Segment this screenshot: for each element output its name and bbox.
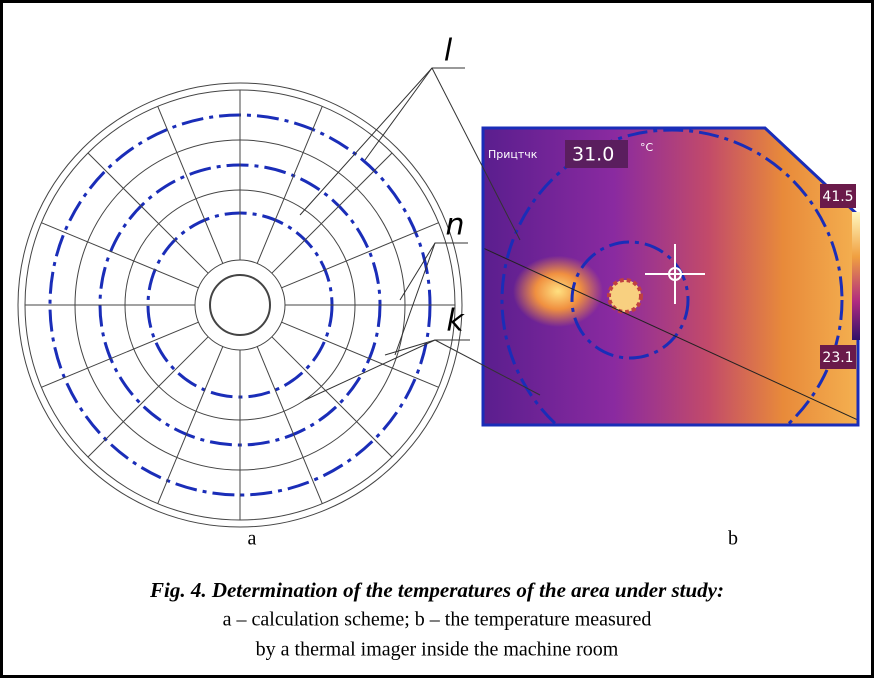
caption-title: Fig. 4. Determination of the temperature… (149, 578, 724, 602)
circle-small (570, 240, 690, 360)
radial-line (281, 321, 439, 388)
calculation-scheme (17, 82, 463, 528)
radial-line (256, 106, 323, 264)
hub (194, 259, 286, 351)
radial-line (41, 321, 199, 388)
label-k: k (446, 304, 465, 339)
caption-line: by a thermal imager inside the machine r… (256, 639, 619, 661)
hub-image (607, 278, 643, 314)
subfigure-a: a (248, 528, 257, 550)
crosshair (645, 244, 705, 304)
hub (209, 274, 271, 336)
min-temp: 23.1 (822, 350, 853, 366)
radial-line (271, 336, 393, 458)
mode-label: Прицтчк (488, 148, 538, 161)
radial-line (41, 222, 199, 289)
max-temp: 41.5 (822, 189, 853, 205)
thermal-image: Прицтчк 31.0 °C FLIR 41.5 23.1 (481, 126, 860, 427)
unit: °C (640, 141, 654, 154)
radial-line (271, 152, 393, 274)
spot-box (565, 140, 628, 168)
radial-line (87, 336, 209, 458)
radial-line (157, 346, 224, 504)
leaders (299, 67, 541, 401)
label-n: n (445, 208, 464, 243)
leader-line (483, 247, 858, 421)
label-l: l (444, 34, 453, 69)
max-box (820, 184, 856, 208)
min-box (820, 345, 856, 369)
brand: FLIR (814, 145, 849, 161)
caption-line: a – calculation scheme; b – the temperat… (223, 609, 652, 631)
outline-circle (17, 82, 463, 528)
radial-line (256, 346, 323, 504)
radial-line (157, 106, 224, 264)
spot-temp: 31.0 (572, 144, 614, 166)
radial-line (281, 222, 439, 289)
color-scale (852, 212, 860, 340)
subfigure-b: b (728, 528, 738, 550)
radial-line (87, 152, 209, 274)
circle-large (500, 128, 844, 425)
